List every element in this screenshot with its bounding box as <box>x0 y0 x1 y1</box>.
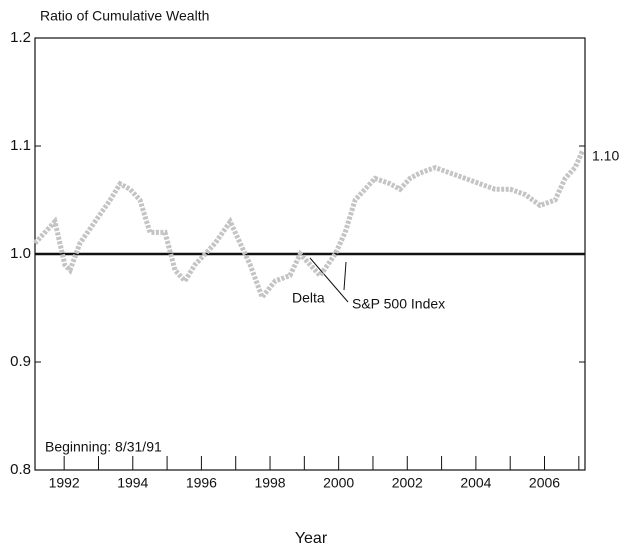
y-tick-label: 1.1 <box>10 137 31 154</box>
x-tick-label: 1994 <box>117 475 148 491</box>
x-tick-label: 1996 <box>186 475 217 491</box>
leader-line <box>343 261 347 291</box>
x-tick-label: 1998 <box>254 475 285 491</box>
y-axis-label: Ratio of Cumulative Wealth <box>40 8 209 24</box>
x-tick-label: 2002 <box>392 475 423 491</box>
x-axis-label: Year <box>295 530 328 547</box>
annotation: Delta <box>292 290 325 306</box>
leader-line <box>309 257 349 303</box>
y-tick-label: 0.9 <box>10 353 31 370</box>
annotation: Beginning: 8/31/91 <box>45 439 162 455</box>
y-tick-label: 1.0 <box>10 245 31 262</box>
x-tick-label: 2006 <box>529 475 560 491</box>
annotation: S&P 500 Index <box>352 296 445 312</box>
annotation: 1.10 <box>592 148 619 164</box>
x-tick-label: 1992 <box>49 475 80 491</box>
x-tick-label: 2000 <box>323 475 354 491</box>
y-tick-label: 0.8 <box>10 461 31 478</box>
y-tick-label: 1.2 <box>10 29 31 46</box>
x-tick-label: 2004 <box>460 475 491 491</box>
line-series <box>33 150 585 303</box>
